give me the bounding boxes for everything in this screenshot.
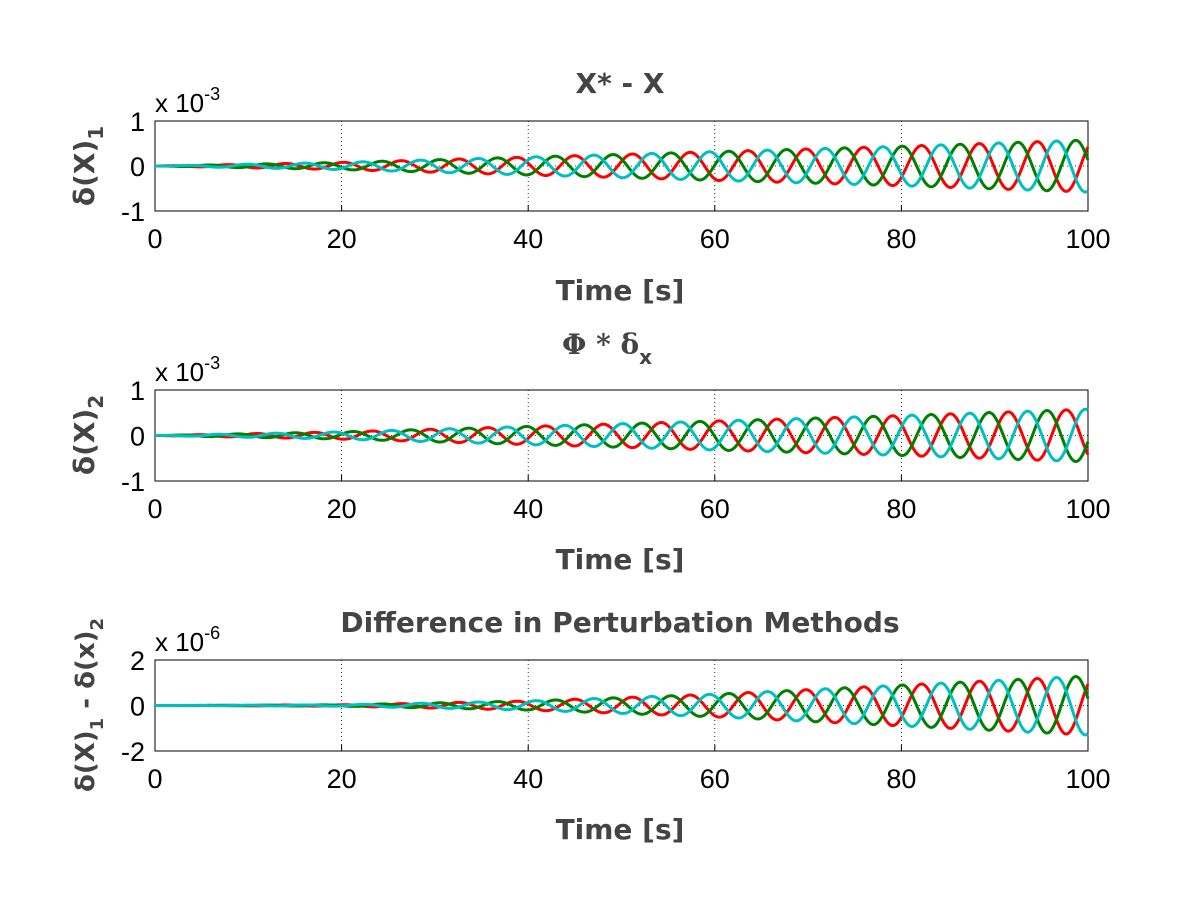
subplot-3-ylabel: δ(X)1 - δ(x)2: [71, 618, 108, 792]
x-tick-label: 80: [886, 494, 916, 524]
x-tick-label: 20: [327, 494, 357, 524]
series-line-2: [154, 138, 1090, 193]
x-tick-label: 100: [1065, 494, 1110, 524]
subplot-3: Difference in Perturbation Methods x 10-…: [71, 606, 1111, 846]
x-tick-label: 40: [513, 764, 543, 794]
subplot-2-xlabel: Time [s]: [556, 543, 685, 576]
y-tick-label: 0: [130, 422, 145, 452]
x-tick-label: 100: [1065, 224, 1110, 254]
x-tick-label: 80: [886, 764, 916, 794]
subplot-2-ylabel: δ(X)2: [68, 395, 108, 475]
y-tick-label: 2: [130, 646, 145, 676]
subplot-3-title: Difference in Perturbation Methods: [340, 606, 899, 639]
subplot-2-exponent: x 10-3: [155, 353, 220, 387]
subplot-3-exponent: x 10-6: [155, 623, 220, 657]
x-tick-label: 60: [700, 224, 730, 254]
subplot-2-title: Φ * δx: [562, 328, 652, 369]
x-tick-label: 20: [327, 764, 357, 794]
subplot-1-series: [154, 138, 1090, 194]
x-tick-label: 100: [1065, 764, 1110, 794]
y-tick-label: 1: [130, 376, 145, 406]
series-line-1: [154, 140, 1090, 193]
y-tick-label: -2: [121, 737, 145, 767]
x-tick-label: 20: [327, 224, 357, 254]
series-line-3: [154, 407, 1089, 463]
y-tick-label: -1: [121, 467, 145, 497]
x-tick-label: 40: [513, 224, 543, 254]
subplot-3-series: [154, 675, 1090, 737]
series-line-2: [154, 409, 1090, 463]
y-tick-label: -1: [121, 197, 145, 227]
series-line-3: [154, 139, 1089, 194]
subplot-3-xlabel: Time [s]: [556, 813, 685, 846]
x-tick-label: 0: [147, 224, 162, 254]
x-tick-label: 0: [147, 494, 162, 524]
subplot-1-xlabel: Time [s]: [556, 274, 685, 307]
series-line-1: [154, 408, 1090, 462]
x-tick-label: 60: [700, 494, 730, 524]
x-tick-label: 60: [700, 764, 730, 794]
x-tick-label: 0: [147, 764, 162, 794]
x-tick-label: 80: [886, 224, 916, 254]
y-tick-label: 0: [130, 692, 145, 722]
subplot-1-exponent: x 10-3: [155, 84, 220, 118]
y-tick-label: 0: [130, 152, 145, 182]
subplot-2-series: [154, 407, 1090, 463]
series-line-3: [154, 675, 1089, 737]
subplot-1-title: X* - X: [576, 67, 665, 100]
y-tick-label: 1: [130, 107, 145, 137]
x-tick-label: 40: [513, 494, 543, 524]
subplot-1-ylabel: δ(X)1: [68, 126, 108, 206]
